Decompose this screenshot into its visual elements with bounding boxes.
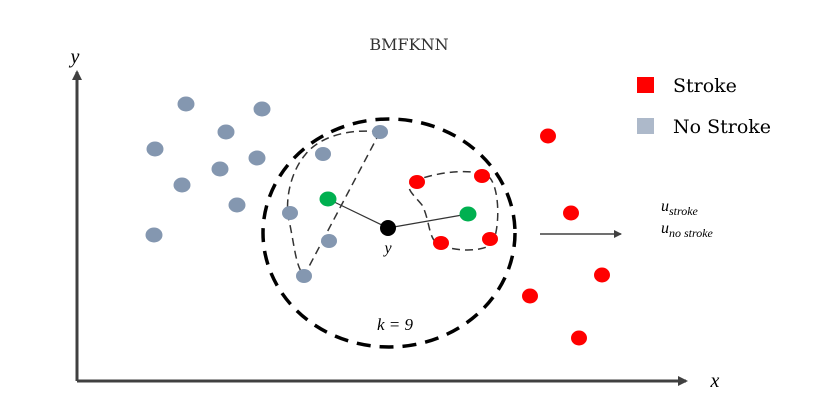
legend-label-stroke: Stroke — [673, 75, 737, 97]
no-stroke-point — [315, 147, 331, 161]
no-stroke-cluster-boundary — [286, 130, 382, 278]
stroke-point — [474, 169, 490, 183]
stroke-point — [409, 175, 425, 189]
legend-label-no-stroke: No Stroke — [673, 116, 771, 138]
no-stroke-point — [248, 150, 266, 166]
query-point — [380, 220, 396, 236]
output-u-no-stroke-sub: no stroke — [669, 226, 714, 240]
k-label: k = 9 — [377, 315, 414, 334]
no-stroke-point — [173, 177, 191, 193]
output-u-stroke-sub: stroke — [669, 204, 699, 218]
legend: Stroke No Stroke — [637, 75, 771, 138]
no-stroke-point — [321, 234, 337, 248]
diagram-title: BMFKNN — [369, 35, 448, 54]
no-stroke-point — [177, 96, 195, 112]
no-stroke-point — [228, 197, 246, 213]
output-u-no-stroke-base: u — [661, 220, 669, 237]
no-stroke-point — [372, 125, 388, 139]
stroke-point — [522, 288, 538, 304]
no-stroke-points — [145, 96, 388, 283]
stroke-point — [571, 330, 587, 346]
no-stroke-point — [146, 141, 164, 157]
stroke-points — [409, 128, 610, 346]
no-stroke-point — [296, 269, 312, 283]
no-stroke-point — [282, 206, 298, 220]
no-stroke-point — [145, 227, 163, 243]
stroke-point — [433, 236, 449, 250]
no-stroke-point — [217, 124, 235, 140]
neighbor-link-right — [387, 213, 469, 229]
no-stroke-point — [211, 161, 229, 177]
neighbor-link-left — [327, 198, 389, 229]
output-u-stroke: ustroke — [661, 198, 699, 218]
output-u-no-stroke: uno stroke — [661, 220, 714, 240]
stroke-point — [594, 267, 610, 283]
stroke-point — [482, 232, 498, 246]
selected-point-right — [459, 206, 477, 222]
x-axis-label: x — [710, 370, 720, 392]
legend-swatch-no-stroke — [637, 118, 654, 134]
no-stroke-point — [253, 101, 271, 117]
selected-point-left — [319, 191, 337, 207]
stroke-point — [563, 205, 579, 221]
legend-swatch-stroke — [637, 77, 654, 93]
output-u-stroke-base: u — [661, 198, 669, 215]
stroke-point — [540, 128, 556, 144]
k-neighborhood-boundary — [261, 117, 517, 349]
query-point-label: y — [382, 240, 392, 257]
y-axis-label: y — [69, 46, 80, 68]
